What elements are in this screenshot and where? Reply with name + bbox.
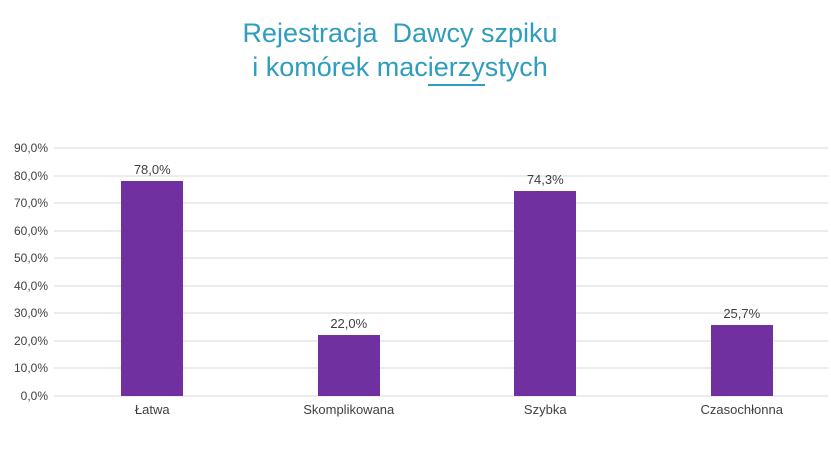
gridline — [54, 340, 828, 342]
plot-area: 78,0% 22,0% 74,3% 25,7% — [54, 147, 831, 397]
bar-slot: 22,0% — [251, 148, 448, 396]
y-tick-label: 40,0% — [13, 278, 48, 293]
chart-title-line2-underlined: ierzy — [427, 52, 485, 86]
gridlines — [54, 147, 828, 397]
bar-2 — [317, 335, 380, 396]
y-tick-label: 50,0% — [13, 251, 48, 266]
bar-slot: 78,0% — [54, 148, 251, 396]
category-label: Łatwa — [134, 402, 170, 417]
bar-value-label: 78,0% — [133, 162, 171, 178]
bar-3 — [514, 191, 577, 396]
gridline — [54, 175, 828, 177]
y-tick-label: 70,0% — [13, 196, 48, 211]
y-tick-label: 10,0% — [13, 361, 48, 376]
chart-title-line2: i komórek macierzystych — [0, 50, 800, 86]
y-tick-label: 0,0% — [20, 389, 48, 403]
bar-value-label: 22,0% — [330, 316, 368, 332]
y-tick-label: 80,0% — [13, 168, 48, 183]
gridline — [54, 285, 828, 287]
chart-title: Rejestracja Dawcy szpiku i komórek macie… — [0, 16, 800, 86]
bars: 78,0% 22,0% 74,3% 25,7% — [54, 148, 831, 396]
chart-title-line2-prefix: i komórek mac — [252, 52, 428, 82]
gridline — [54, 395, 828, 397]
bar-value-label: 74,3% — [526, 172, 564, 188]
y-axis-labels: 90,0% 80,0% 70,0% 60,0% 50,0% 40,0% 30,0% 20,0%… — [4, 141, 48, 403]
bar-4 — [710, 325, 773, 396]
chart-title-line1: Rejestracja Dawcy szpiku — [242, 18, 558, 48]
y-tick-label: 30,0% — [13, 306, 48, 321]
gridline — [54, 230, 828, 232]
category-label: Skomplikowana — [303, 402, 395, 417]
bar-slot: 25,7% — [644, 148, 831, 396]
gridline — [54, 202, 828, 204]
y-tick-label: 60,0% — [13, 223, 48, 238]
category-label: Szybka — [523, 402, 567, 417]
gridline — [54, 367, 828, 369]
y-tick-label: 20,0% — [13, 333, 48, 348]
category-labels: Łatwa Skomplikowana Szybka Czasochłonna — [54, 402, 831, 417]
y-tick-label: 90,0% — [13, 141, 48, 155]
bar-slot: 74,3% — [447, 148, 644, 396]
gridline — [54, 257, 828, 259]
gridline — [54, 147, 828, 149]
chart-title-line2-suffix: stych — [484, 52, 548, 82]
bar-1 — [121, 181, 184, 396]
bar-value-label: 25,7% — [723, 306, 761, 322]
category-label: Czasochłonna — [700, 402, 783, 417]
gridline — [54, 312, 828, 314]
